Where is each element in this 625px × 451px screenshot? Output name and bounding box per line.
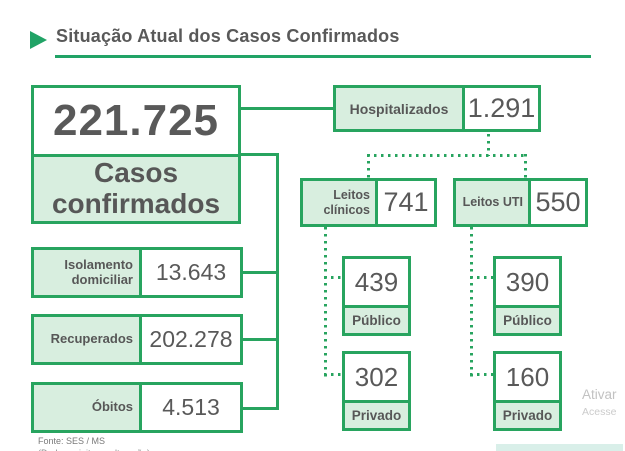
dotted-connector-clinical-down	[367, 154, 370, 178]
connector-stub-recovered	[243, 338, 279, 341]
clinical-public-value: 439	[354, 266, 399, 297]
divider	[496, 400, 559, 403]
dotted-branch-clinical	[324, 227, 327, 377]
dotted-stub-clinical-public	[324, 276, 342, 279]
dotted-connector-uti-down	[524, 154, 527, 178]
connector-stub-isolation	[243, 271, 279, 274]
hospitalized-box: Hospitalizados 1.291	[333, 85, 541, 132]
title-triangle-icon	[30, 31, 47, 49]
clinical-public-box: 439 Público	[342, 256, 411, 336]
stat-value-isolamento: 13.643	[155, 259, 227, 285]
stat-label-recuperados: Recuperados	[34, 317, 139, 362]
clinical-private-value: 302	[354, 361, 399, 392]
divider	[139, 250, 142, 295]
stat-box-recuperados: Recuperados 202.278	[31, 314, 243, 365]
divider	[375, 181, 378, 224]
dotted-stub-uti-public	[470, 276, 493, 279]
stat-value-recuperados: 202.278	[149, 326, 233, 352]
uti-private-box: 160 Privado	[493, 351, 562, 431]
source-note: Fonte: SES / MS	[38, 436, 106, 446]
windows-watermark-line1: Ativar	[582, 387, 617, 402]
clinical-beds-label: Leitos clínicos	[303, 181, 375, 224]
dotted-connector-hospitalized-down	[487, 134, 490, 156]
clinical-public-label: Público	[345, 308, 408, 333]
uti-public-label: Público	[496, 308, 559, 333]
connector-stub-deaths	[243, 407, 279, 410]
divider	[34, 154, 238, 157]
connector-stub-summary	[241, 153, 279, 156]
stat-label-obitos: Óbitos	[34, 385, 139, 430]
page-title: Situação Atual dos Casos Confirmados	[56, 26, 400, 46]
dotted-stub-uti-private	[470, 373, 493, 376]
stat-value-obitos: 4.513	[162, 394, 220, 420]
title-underline	[55, 55, 591, 58]
uti-public-value: 390	[505, 266, 550, 297]
confirmed-cases-box: 221.725 Casos confirmados	[31, 85, 241, 224]
divider	[496, 305, 559, 308]
dotted-connector-beds-horizontal	[367, 154, 527, 157]
clinical-beds-box: Leitos clínicos 741	[300, 178, 437, 227]
uti-private-value: 160	[505, 361, 550, 392]
divider	[139, 385, 142, 430]
stat-label-isolamento: Isolamento domiciliar	[34, 250, 139, 295]
divider	[462, 88, 465, 129]
dotted-stub-clinical-private	[324, 373, 342, 376]
clinical-private-box: 302 Privado	[342, 351, 411, 431]
uti-beds-value: 550	[535, 187, 581, 217]
uti-beds-label: Leitos UTI	[456, 181, 528, 224]
uti-public-box: 390 Público	[493, 256, 562, 336]
windows-watermark-line2: Acesse	[582, 406, 617, 418]
hospitalized-label: Hospitalizados	[336, 88, 462, 129]
clipped-footnote: (Dados sujeitos a alteração)	[38, 448, 150, 451]
confirmed-cases-label: Casos confirmados	[34, 157, 238, 221]
divider	[345, 305, 408, 308]
divider	[528, 181, 531, 224]
uti-beds-box: Leitos UTI 550	[453, 178, 588, 227]
divider	[139, 317, 142, 362]
connector-hospitalized	[241, 107, 333, 110]
teal-bar	[496, 444, 623, 451]
confirmed-cases-value: 221.725	[52, 96, 220, 145]
stat-box-isolamento: Isolamento domiciliar 13.643	[31, 247, 243, 298]
clinical-beds-value: 741	[383, 187, 429, 217]
dotted-branch-uti	[470, 227, 473, 377]
connector-bracket-vertical	[276, 153, 279, 410]
hospitalized-value: 1.291	[467, 93, 536, 123]
uti-private-label: Privado	[496, 403, 559, 428]
stat-box-obitos: Óbitos 4.513	[31, 382, 243, 433]
clinical-private-label: Privado	[345, 403, 408, 428]
divider	[345, 400, 408, 403]
